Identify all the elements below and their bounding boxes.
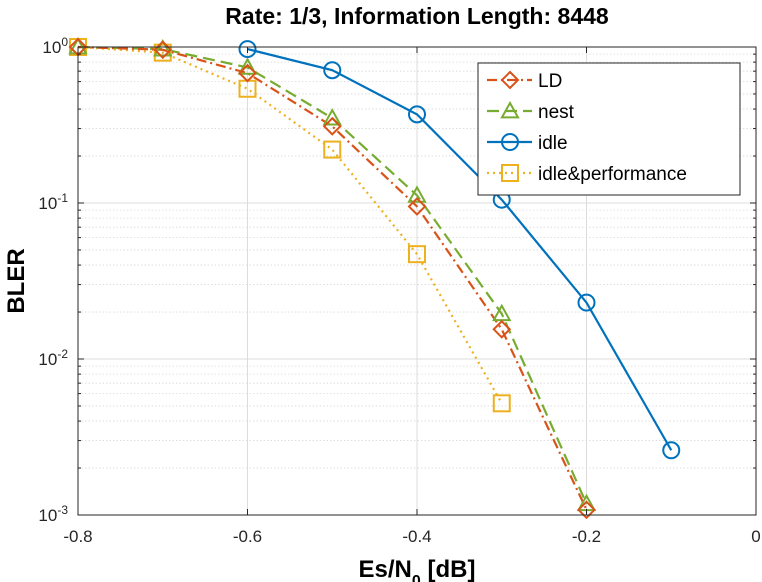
legend-item-idle: idle (487, 133, 568, 154)
y-axis-label: BLER (3, 248, 30, 313)
y-tick-labels: 100 10-1 10-2 10-3 (38, 35, 68, 525)
data-point-ld (322, 116, 342, 136)
x-tick-label: -0.6 (233, 527, 262, 546)
data-point-idle (662, 441, 681, 460)
x-tick-labels: -0.8 -0.6 -0.4 -0.2 0 (63, 527, 760, 546)
legend-label-ld: LD (538, 71, 562, 92)
x-axis-label-subscript: 0 (412, 573, 421, 582)
data-point-nest (322, 108, 342, 126)
x-axis-label-unit: [dB] (421, 556, 476, 582)
legend-marker-nest (500, 100, 520, 119)
data-point-idle (238, 40, 257, 59)
data-point-idle (408, 105, 426, 124)
y-tick-label: 10-3 (38, 503, 68, 525)
legend-marker-ld (500, 70, 520, 90)
legend-marker-idle-performance (501, 164, 519, 182)
series-line-idle (247, 47, 673, 451)
legend-marker-idle (501, 133, 519, 151)
axis-ticks (77, 46, 757, 516)
x-axis-label-main: Es/N (359, 556, 412, 582)
data-point-idle (577, 293, 596, 312)
y-tick-label: 10-1 (38, 191, 68, 213)
data-point-idle-performance (492, 394, 511, 413)
legend-label-idle-performance: idle&performance (538, 164, 687, 185)
data-point-ld (577, 500, 596, 520)
data-point-idle (323, 61, 342, 80)
x-axis-label: Es/N0 [dB] (359, 556, 476, 582)
x-tick-label: 0 (751, 527, 760, 546)
data-point-idle-performance (153, 43, 172, 62)
x-tick-label: -0.8 (63, 527, 92, 546)
legend-label-idle: idle (538, 133, 568, 154)
data-point-ld (407, 197, 427, 216)
legend-label-nest: nest (538, 102, 575, 123)
x-tick-label: -0.2 (572, 527, 601, 546)
data-point-ld (492, 319, 512, 339)
data-point-nest (407, 185, 427, 203)
series-line-idle-performance (77, 45, 503, 404)
data-point-idle-performance (323, 140, 342, 159)
legend-box (477, 62, 741, 196)
legend-item-nest: nest (487, 100, 575, 123)
data-point-nest (237, 57, 258, 75)
chart-title: Rate: 1/3, Information Length: 8448 (225, 3, 609, 29)
x-tick-label: -0.4 (402, 527, 431, 546)
data-point-idle-performance (408, 245, 426, 264)
y-tick-label: 10-2 (38, 347, 68, 369)
data-point-nest (153, 39, 173, 57)
y-tick-label: 100 (42, 35, 68, 57)
legend-item-idle-performance: idle&performance (487, 164, 687, 185)
data-point-ld (238, 63, 257, 83)
legend: LD nest idle idle&performance (477, 62, 741, 196)
series-line-ld (77, 45, 588, 511)
legend-item-ld: LD (487, 70, 562, 92)
